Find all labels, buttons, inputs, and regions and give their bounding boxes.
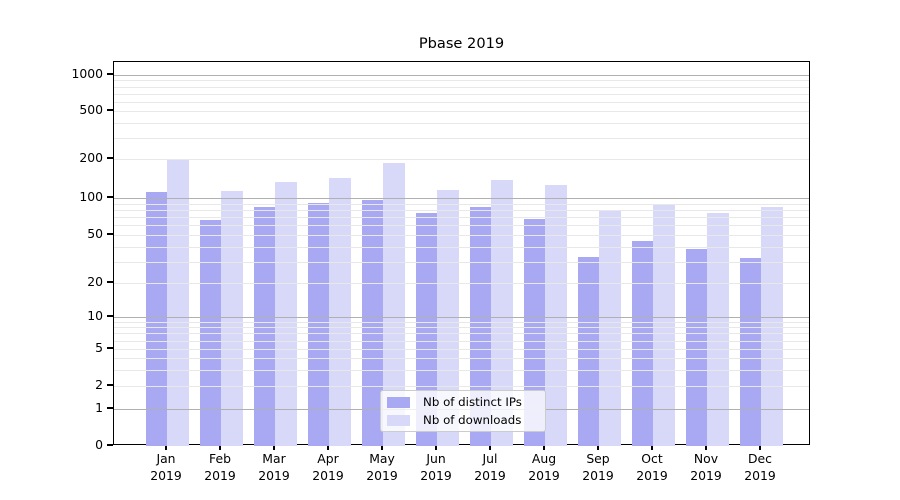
x-axis-tick [273, 445, 275, 450]
x-axis-tick-label: Mar 2019 [258, 451, 290, 483]
x-axis-tick [165, 445, 167, 450]
x-axis-tick-label: Jun 2019 [420, 451, 452, 483]
y-axis-tick-label: 50 [87, 226, 103, 241]
x-axis-tick-label: Sep 2019 [582, 451, 614, 483]
bar-downloads-aug [545, 185, 567, 446]
x-axis-tick-label: Feb 2019 [204, 451, 236, 483]
bar-downloads-jun [437, 190, 459, 446]
x-axis-tick [705, 445, 707, 450]
y-axis-tick-label: 20 [87, 274, 103, 289]
y-axis-tick [107, 347, 113, 349]
x-axis-tick [489, 445, 491, 450]
legend-label-downloads: Nb of downloads [423, 412, 522, 427]
x-axis-tick-label: May 2019 [366, 451, 398, 483]
bar-downloads-dec [761, 207, 783, 446]
bar-downloads-may [383, 162, 405, 446]
x-axis-tick [381, 445, 383, 450]
bar-distinct-ips-oct [631, 240, 653, 446]
chart-title: Pbase 2019 [418, 35, 505, 52]
x-axis-tick-label: Dec 2019 [744, 451, 776, 483]
bar-downloads-jul [491, 179, 513, 446]
y-axis-tick [107, 281, 113, 283]
bar-distinct-ips-aug [523, 218, 545, 446]
y-axis-tick-label: 2 [95, 377, 103, 392]
y-axis-tick-label: 5 [95, 340, 103, 355]
x-axis-tick [219, 445, 221, 450]
distinct-ips-swatch-icon [387, 396, 410, 408]
bar-distinct-ips-sep [577, 256, 599, 446]
x-axis-tick-label: Nov 2019 [690, 451, 722, 483]
x-axis-tick-label: Aug 2019 [528, 451, 560, 483]
y-axis-tick [107, 109, 113, 111]
plot-area [113, 61, 810, 446]
bar-downloads-sep [599, 211, 621, 446]
x-axis-tick-label: Jan 2019 [150, 451, 182, 483]
y-axis-tick-label: 200 [79, 150, 103, 165]
x-axis-tick [651, 445, 653, 450]
x-axis-tick [597, 445, 599, 450]
y-axis-tick [107, 233, 113, 235]
bar-downloads-jan [167, 159, 189, 446]
bar-distinct-ips-apr [307, 203, 329, 446]
y-axis-tick [107, 196, 113, 198]
bar-downloads-feb [221, 191, 243, 446]
y-axis-tick [107, 407, 113, 409]
y-axis-tick-label: 500 [79, 102, 103, 117]
downloads-swatch-icon [387, 414, 410, 426]
legend-row-distinct-ips: Nb of distinct IPs [387, 395, 539, 410]
x-axis-tick-label: Jul 2019 [474, 451, 506, 483]
bars-layer [114, 62, 809, 446]
x-axis-tick [759, 445, 761, 450]
bar-distinct-ips-jun [415, 213, 437, 446]
bar-distinct-ips-mar [253, 206, 275, 446]
y-axis-tick-label: 100 [79, 189, 103, 204]
legend: Nb of distinct IPs Nb of downloads [380, 390, 546, 432]
legend-label-distinct-ips: Nb of distinct IPs [423, 394, 522, 409]
y-axis-tick-label: 1 [95, 400, 103, 415]
y-axis-tick [107, 157, 113, 159]
y-axis-tick [107, 315, 113, 317]
y-axis-tick [107, 384, 113, 386]
bar-downloads-oct [653, 204, 675, 446]
x-axis-tick [327, 445, 329, 450]
legend-row-downloads: Nb of downloads [387, 413, 539, 428]
bar-distinct-ips-nov [685, 249, 707, 446]
bar-downloads-nov [707, 212, 729, 446]
y-axis-tick-label: 10 [87, 308, 103, 323]
bar-downloads-apr [329, 178, 351, 446]
x-axis-tick-label: Oct 2019 [636, 451, 668, 483]
x-axis-tick [543, 445, 545, 450]
x-axis-tick-label: Apr 2019 [312, 451, 344, 483]
y-axis-tick-label: 0 [95, 437, 103, 452]
y-axis-tick [107, 444, 113, 446]
y-axis-tick-label: 1000 [71, 66, 103, 81]
bar-distinct-ips-jan [145, 191, 167, 446]
bar-downloads-mar [275, 182, 297, 446]
x-axis-tick [435, 445, 437, 450]
bar-distinct-ips-dec [739, 258, 761, 446]
bar-distinct-ips-feb [199, 220, 221, 446]
y-axis-tick [107, 73, 113, 75]
